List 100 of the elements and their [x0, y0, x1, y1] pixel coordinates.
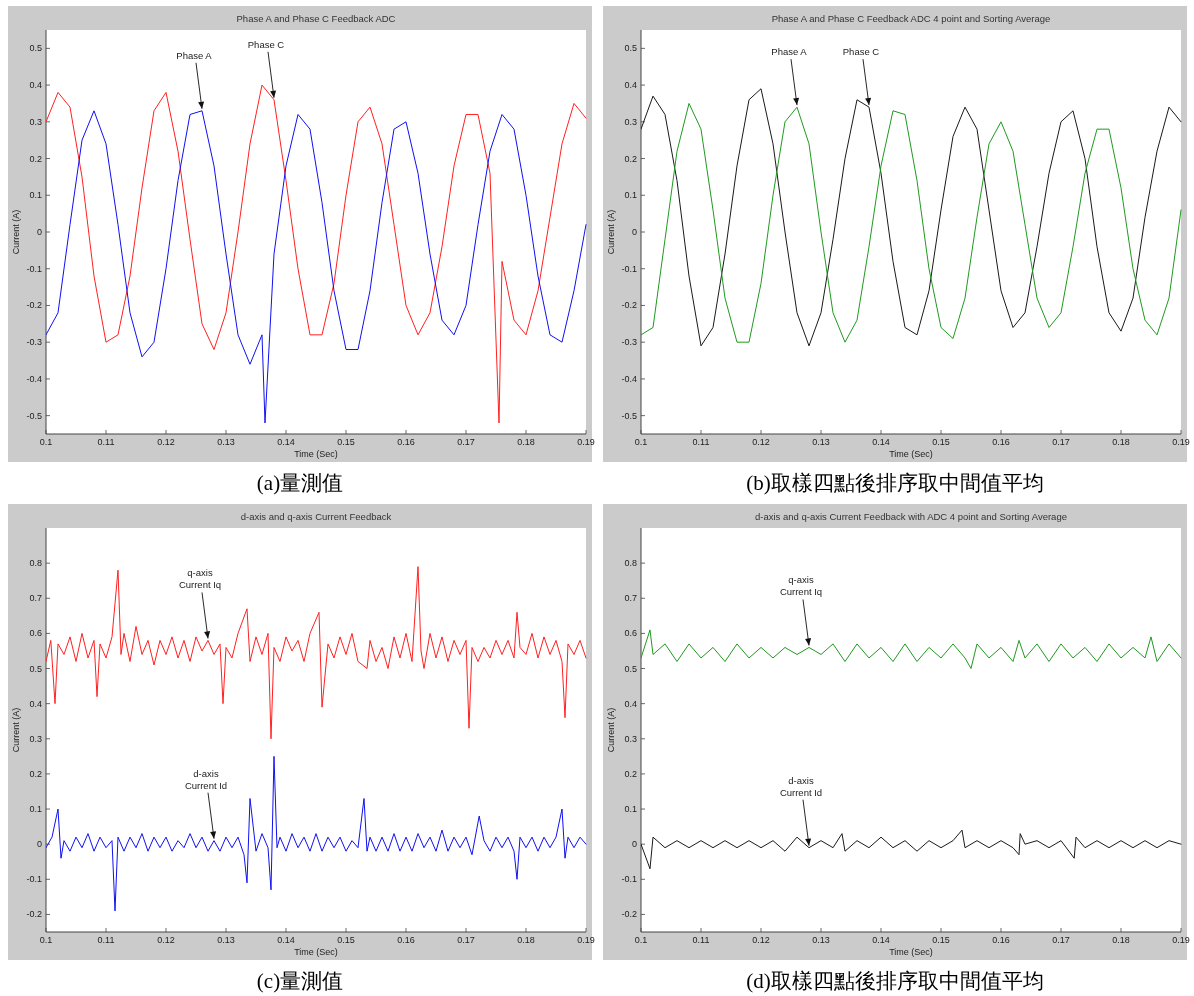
- text: (b)取樣四點後排序取中間值平均: [746, 471, 1044, 495]
- x-tick-label: 0.19: [1172, 935, 1190, 945]
- annotation: Phase C: [842, 46, 880, 58]
- chart-title: Phase A and Phase C Feedback ADC 4 point and Sorting Average: [771, 13, 1051, 24]
- y-tick-label: -0.2: [621, 909, 637, 920]
- line-series: [641, 629, 1182, 670]
- y-tick-label: 0.7: [624, 593, 637, 604]
- annotation: q-axis Current Iq: [779, 574, 823, 598]
- y-tick-label: -0.5: [621, 410, 637, 421]
- annotation: d-axis Current Id: [779, 774, 823, 798]
- y-tick-label: 0.2: [29, 768, 42, 779]
- chart-title: Phase A and Phase C Feedback ADC: [236, 13, 396, 24]
- x-axis-title: Time (Sec): [294, 947, 338, 957]
- y-tick-label: 0.1: [624, 190, 637, 201]
- x-tick-label: 0.16: [397, 935, 415, 945]
- y-tick-label: 0.1: [624, 804, 637, 815]
- annotation: Phase C: [247, 38, 285, 50]
- y-tick-label: -0.2: [26, 909, 42, 920]
- x-tick-label: 0.11: [692, 935, 710, 945]
- x-tick-label: 0.12: [157, 437, 175, 447]
- x-tick-label: 0.15: [932, 935, 950, 945]
- y-tick-label: 0.4: [29, 698, 42, 709]
- y-tick-label: 0.2: [29, 153, 42, 164]
- line-series: [641, 829, 1182, 870]
- x-tick-label: 0.17: [1052, 935, 1070, 945]
- y-tick-label: 0.4: [624, 698, 637, 709]
- chart-title: d-axis and q-axis Current Feedback: [240, 511, 392, 522]
- x-tick-label: 0.17: [1052, 437, 1070, 447]
- chart-title: d-axis and q-axis Current Feedback with ADC 4 point and Sorting Average: [755, 511, 1067, 522]
- y-tick-label: 0: [36, 227, 42, 237]
- y-axis-title: Current (A): [11, 707, 21, 753]
- annotation: Phase A: [176, 49, 213, 61]
- x-tick-label: 0.14: [277, 437, 295, 447]
- y-tick-label: 0.5: [624, 43, 637, 54]
- x-tick-label: 0.16: [992, 935, 1010, 945]
- x-tick-label: 0.11: [97, 437, 115, 447]
- text: (d)取樣四點後排序取中間值平均: [746, 969, 1044, 993]
- x-tick-label: 0.18: [517, 935, 535, 945]
- y-tick-label: -0.1: [26, 874, 42, 885]
- x-tick-label: 0.13: [812, 935, 830, 945]
- line-series: [46, 566, 587, 740]
- y-tick-label: 0.5: [29, 43, 42, 54]
- y-tick-label: -0.5: [26, 410, 42, 421]
- y-tick-label: 0.1: [29, 804, 42, 815]
- y-tick-label: 0.6: [624, 628, 637, 639]
- y-tick-label: 0: [631, 227, 637, 237]
- y-tick-label: 0.3: [624, 733, 637, 744]
- y-axis-title: Current (A): [606, 707, 616, 753]
- y-tick-label: 0.2: [624, 768, 637, 779]
- x-tick-label: 0.13: [217, 935, 235, 945]
- y-tick-label: -0.4: [621, 373, 637, 384]
- x-tick-label: 0.14: [872, 437, 890, 447]
- x-tick-label: 0.16: [992, 437, 1010, 447]
- x-tick-label: 0.15: [337, 935, 355, 945]
- x-tick-label: 0.12: [157, 935, 175, 945]
- x-tick-label: 0.11: [97, 935, 115, 945]
- x-tick-label: 0.17: [457, 437, 475, 447]
- x-axis-title: Time (Sec): [294, 449, 338, 459]
- y-axis-title: Current (A): [606, 209, 616, 255]
- x-tick-label: 0.19: [1172, 437, 1190, 447]
- x-tick-label: 0.18: [1112, 437, 1130, 447]
- y-tick-label: 0.4: [29, 80, 42, 91]
- x-tick-label: 0.16: [397, 437, 415, 447]
- text: (a)量測值: [256, 471, 344, 495]
- x-tick-label: 0.14: [277, 935, 295, 945]
- x-axis-title: Time (Sec): [889, 947, 933, 957]
- y-tick-label: -0.2: [621, 300, 637, 311]
- annotation: Phase A: [771, 46, 808, 58]
- y-tick-label: -0.3: [26, 337, 42, 348]
- x-tick-label: 0.18: [1112, 935, 1130, 945]
- y-tick-label: 0.6: [29, 628, 42, 639]
- annotation: d-axis Current Id: [184, 767, 228, 791]
- x-tick-label: 0.18: [517, 437, 535, 447]
- y-tick-label: 0.3: [29, 116, 42, 127]
- y-tick-label: 0.8: [624, 558, 637, 569]
- x-tick-label: 0.11: [692, 437, 710, 447]
- y-tick-label: 0.2: [624, 153, 637, 164]
- y-tick-label: 0.5: [29, 663, 42, 674]
- x-tick-label: 0.13: [217, 437, 235, 447]
- y-tick-label: 0: [631, 839, 637, 850]
- line-series: [46, 755, 587, 912]
- y-tick-label: -0.3: [621, 337, 637, 348]
- y-tick-label: -0.1: [621, 263, 637, 274]
- x-tick-label: 0.19: [577, 935, 595, 945]
- y-axis-title: Current (A): [11, 209, 21, 255]
- x-tick-label: 0.12: [752, 437, 770, 447]
- x-tick-label: 0.17: [457, 935, 475, 945]
- y-tick-label: 0.8: [29, 558, 42, 569]
- x-tick-label: 0.13: [812, 437, 830, 447]
- x-tick-label: 0.15: [337, 437, 355, 447]
- y-tick-label: -0.4: [26, 373, 42, 384]
- x-axis-title: Time (Sec): [889, 449, 933, 459]
- y-tick-label: -0.2: [26, 300, 42, 311]
- y-tick-label: 0.4: [624, 80, 637, 91]
- y-tick-label: 0.7: [29, 593, 42, 604]
- text: (c)量測值: [256, 969, 344, 993]
- y-tick-label: 0.1: [29, 190, 42, 201]
- y-tick-label: 0: [36, 839, 42, 850]
- y-tick-label: 0.5: [624, 663, 637, 674]
- annotation: q-axis Current Iq: [178, 567, 222, 591]
